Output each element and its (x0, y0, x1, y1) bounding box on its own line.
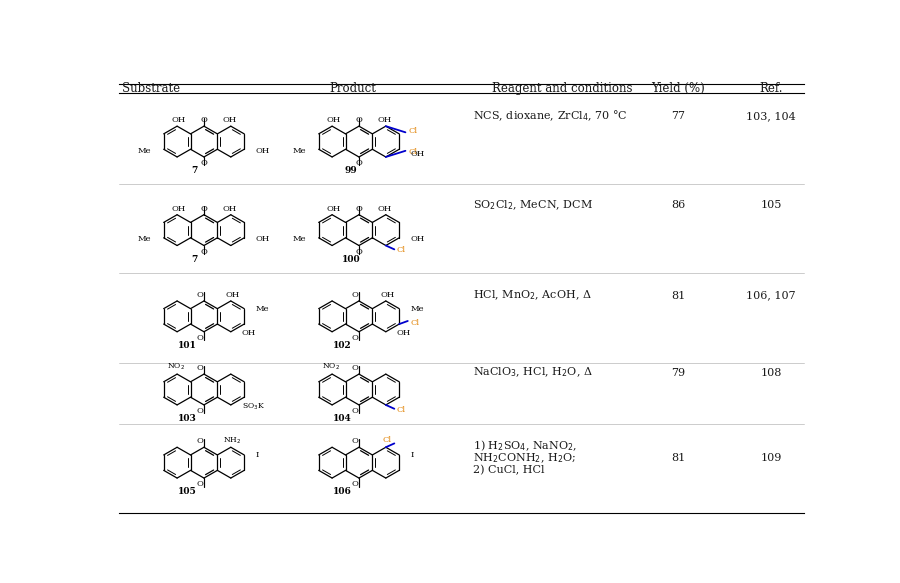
Text: Yield (%): Yield (%) (652, 82, 705, 95)
Text: O: O (196, 407, 203, 415)
Text: OH: OH (410, 150, 424, 158)
Text: Cl: Cl (382, 436, 392, 444)
Text: NO$_2$: NO$_2$ (321, 362, 339, 373)
Text: 106, 107: 106, 107 (746, 290, 796, 301)
Text: OH: OH (377, 205, 392, 213)
Text: O: O (201, 116, 207, 124)
Text: 101: 101 (177, 341, 196, 350)
Text: O: O (201, 248, 207, 256)
Text: Substrate: Substrate (122, 82, 180, 95)
Text: O: O (196, 334, 203, 342)
Text: OH: OH (410, 236, 424, 243)
Text: O: O (196, 480, 203, 488)
Text: 103, 104: 103, 104 (746, 111, 796, 121)
Text: Reagent and conditions: Reagent and conditions (491, 82, 632, 95)
Text: OH: OH (241, 329, 256, 338)
Text: 99: 99 (345, 166, 357, 175)
Text: NH$_2$CONH$_2$, H$_2$O;: NH$_2$CONH$_2$, H$_2$O; (472, 451, 576, 465)
Text: O: O (352, 480, 358, 488)
Text: O: O (201, 205, 207, 213)
Text: 81: 81 (671, 290, 686, 301)
Text: SO$_3$K: SO$_3$K (241, 401, 265, 412)
Text: Cl: Cl (409, 148, 418, 156)
Text: Me: Me (138, 236, 151, 243)
Text: O: O (196, 437, 203, 445)
Text: 7: 7 (192, 166, 198, 175)
Text: NH$_2$: NH$_2$ (223, 435, 241, 445)
Text: O: O (196, 291, 203, 299)
Text: 104: 104 (332, 415, 351, 423)
Text: Me: Me (255, 305, 268, 312)
Text: HCl, MnO$_2$, AcOH, Δ: HCl, MnO$_2$, AcOH, Δ (472, 289, 591, 303)
Text: NO$_2$: NO$_2$ (166, 362, 184, 373)
Text: NCS, dioxane, ZrCl$_4$, 70 °C: NCS, dioxane, ZrCl$_4$, 70 °C (472, 109, 627, 124)
Text: 79: 79 (671, 367, 685, 378)
Text: 105: 105 (760, 200, 782, 210)
Text: Cl: Cl (397, 246, 406, 254)
Text: OH: OH (327, 116, 341, 124)
Text: O: O (352, 334, 358, 342)
Text: SO$_2$Cl$_2$, MeCN, DCM: SO$_2$Cl$_2$, MeCN, DCM (472, 198, 593, 212)
Text: 108: 108 (760, 367, 782, 378)
Text: O: O (196, 364, 203, 372)
Text: OH: OH (380, 291, 394, 299)
Text: 81: 81 (671, 453, 686, 463)
Text: O: O (352, 364, 358, 372)
Text: OH: OH (397, 329, 411, 338)
Text: 100: 100 (342, 255, 361, 264)
Text: I: I (410, 451, 413, 459)
Text: OH: OH (222, 205, 237, 213)
Text: 103: 103 (177, 415, 196, 423)
Text: OH: OH (225, 291, 239, 299)
Text: OH: OH (255, 236, 269, 243)
Text: O: O (356, 116, 363, 124)
Text: Me: Me (292, 147, 306, 155)
Text: 86: 86 (671, 200, 686, 210)
Text: 1) H$_2$SO$_4$, NaNO$_2$,: 1) H$_2$SO$_4$, NaNO$_2$, (472, 438, 577, 453)
Text: 7: 7 (192, 255, 198, 264)
Text: O: O (201, 159, 207, 167)
Text: 105: 105 (177, 487, 196, 496)
Text: Cl: Cl (397, 406, 406, 413)
Text: OH: OH (172, 205, 185, 213)
Text: Cl: Cl (410, 318, 419, 326)
Text: Me: Me (292, 236, 306, 243)
Text: Me: Me (138, 147, 151, 155)
Text: Product: Product (329, 82, 376, 95)
Text: OH: OH (172, 116, 185, 124)
Text: Me: Me (410, 305, 424, 312)
Text: O: O (356, 248, 363, 256)
Text: O: O (356, 159, 363, 167)
Text: 102: 102 (332, 341, 351, 350)
Text: O: O (356, 205, 363, 213)
Text: 2) CuCl, HCl: 2) CuCl, HCl (472, 465, 544, 476)
Text: I: I (255, 451, 258, 459)
Text: OH: OH (327, 205, 341, 213)
Text: Ref.: Ref. (760, 82, 783, 95)
Text: OH: OH (222, 116, 237, 124)
Text: O: O (352, 437, 358, 445)
Text: 106: 106 (332, 487, 351, 496)
Text: Cl: Cl (409, 127, 418, 135)
Text: OH: OH (255, 147, 269, 155)
Text: O: O (352, 407, 358, 415)
Text: 77: 77 (671, 111, 685, 121)
Text: NaClO$_3$, HCl, H$_2$O, Δ: NaClO$_3$, HCl, H$_2$O, Δ (472, 366, 592, 380)
Text: OH: OH (377, 116, 392, 124)
Text: O: O (352, 291, 358, 299)
Text: 109: 109 (760, 453, 782, 463)
